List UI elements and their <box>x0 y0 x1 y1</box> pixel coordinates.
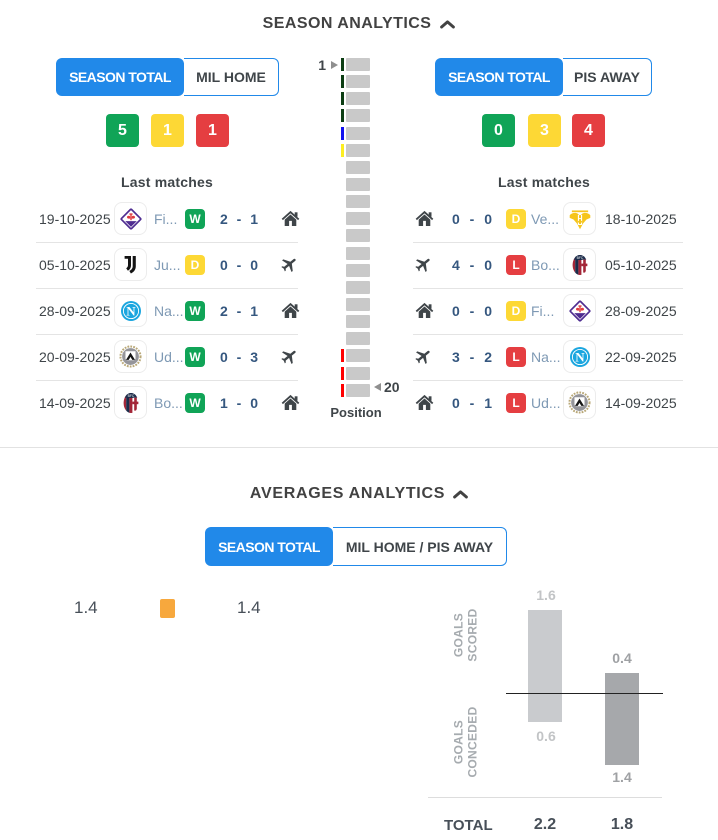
svg-text:BFC: BFC <box>576 255 583 259</box>
svg-text:N: N <box>126 303 136 318</box>
svg-text:BFC: BFC <box>127 393 134 397</box>
svg-text:N: N <box>575 349 585 364</box>
